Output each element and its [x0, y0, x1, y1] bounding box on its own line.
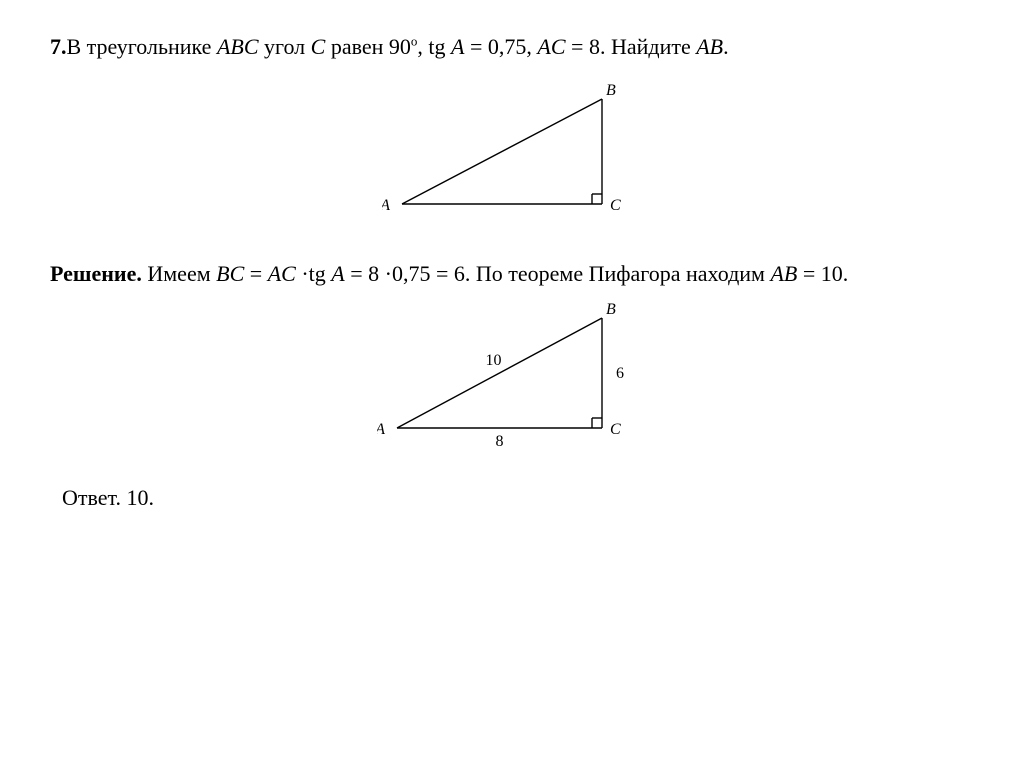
sol-7: = 10.	[797, 261, 848, 286]
answer-text: Ответ. 10.	[62, 485, 974, 511]
tg-angle: A	[451, 34, 464, 59]
side-ab: AB	[696, 34, 723, 59]
svg-text:C: C	[610, 421, 621, 438]
sol-1: Имеем	[142, 261, 216, 286]
ptext-1: В треугольнике	[67, 34, 217, 59]
ptext-3: равен 90	[325, 34, 411, 59]
solution-text: Решение. Имеем BC = AC ·tg A = 8 ·0,75 =…	[50, 257, 974, 291]
triangle-figure-1: A B C	[382, 84, 642, 229]
ptext-5: = 0,75,	[465, 34, 538, 59]
sol-ac: AC	[268, 261, 296, 286]
ptext-7: .	[723, 34, 729, 59]
answer-label: Ответ.	[62, 485, 121, 510]
sol-a: A	[331, 261, 344, 286]
sol-bc: BC	[216, 261, 244, 286]
svg-text:6: 6	[616, 365, 624, 382]
svg-text:A: A	[382, 197, 390, 214]
svg-text:B: B	[606, 303, 616, 318]
triangle-figure-2: A B C 10 6 8	[377, 303, 647, 453]
sol-2: =	[244, 261, 267, 286]
ptext-2: угол	[259, 34, 311, 59]
ptext-6: = 8. Найдите	[566, 34, 697, 59]
sol-dot1: ·	[301, 261, 308, 286]
solution-label: Решение.	[50, 261, 142, 286]
svg-text:C: C	[610, 197, 621, 214]
svg-text:8: 8	[496, 433, 504, 450]
ptext-4: , tg	[417, 34, 451, 59]
svg-text:A: A	[377, 421, 385, 438]
answer-value: 10.	[121, 485, 154, 510]
figure-2-container: A B C 10 6 8	[50, 303, 974, 453]
problem-statement: 7.В треугольнике ABC угол C равен 90o, t…	[50, 30, 974, 64]
angle-c: C	[311, 34, 326, 59]
svg-text:B: B	[606, 84, 616, 99]
side-ac: AC	[537, 34, 565, 59]
sol-dot2: ·	[385, 261, 392, 286]
sol-5: = 8	[345, 261, 385, 286]
svg-text:10: 10	[486, 352, 502, 369]
sol-ab: AB	[770, 261, 797, 286]
sol-6: 0,75 = 6. По теореме Пифагора находим	[392, 261, 771, 286]
sol-4: tg	[309, 261, 332, 286]
problem-number: 7.	[50, 34, 67, 59]
figure-1-container: A B C	[50, 84, 974, 229]
triangle-name: ABC	[217, 34, 259, 59]
